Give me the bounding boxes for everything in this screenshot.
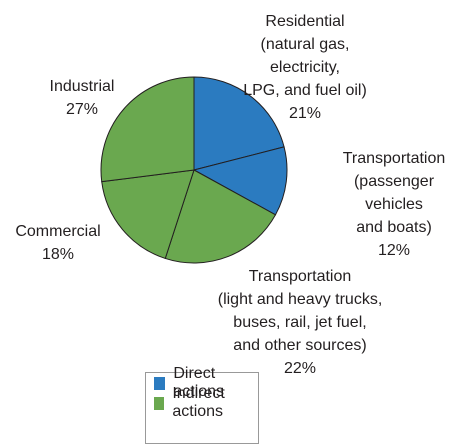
legend-item: Direct actions — [146, 365, 258, 400]
pie-slice — [101, 169, 195, 260]
legend: Direct actions Indirect actions — [145, 365, 259, 444]
pie-slice — [192, 146, 288, 216]
legend-swatch — [154, 396, 165, 410]
legend-label: Indirect actions — [172, 385, 225, 420]
legend-swatch — [154, 376, 166, 390]
pie-slice — [193, 76, 285, 171]
category-label: Transportation (passenger vehicles and b… — [342, 150, 446, 236]
category-label: Industrial — [49, 78, 115, 95]
slice-label: Transportation (light and heavy trucks, … — [218, 265, 383, 380]
pie-slice — [164, 169, 277, 264]
legend-label: Direct actions — [173, 365, 225, 400]
category-label: Commercial — [15, 223, 101, 240]
slice-label: Industrial 27% — [50, 75, 115, 121]
legend-item: Indirect actions — [146, 385, 258, 420]
value-label: 22% — [283, 360, 317, 377]
slice-label: Commercial 18% — [15, 220, 100, 266]
pie-slice — [100, 76, 195, 183]
value-label: 27% — [65, 101, 99, 118]
category-label: Residential (natural gas, electricity, L… — [243, 13, 367, 99]
category-label: Transportation (light and heavy trucks, … — [217, 268, 383, 354]
slice-label: Transportation (passenger vehicles and b… — [343, 147, 446, 262]
value-label: 18% — [41, 246, 75, 263]
value-label: 12% — [377, 242, 411, 259]
slice-label: Residential (natural gas, electricity, L… — [224, 10, 387, 125]
value-label: 21% — [288, 105, 322, 122]
